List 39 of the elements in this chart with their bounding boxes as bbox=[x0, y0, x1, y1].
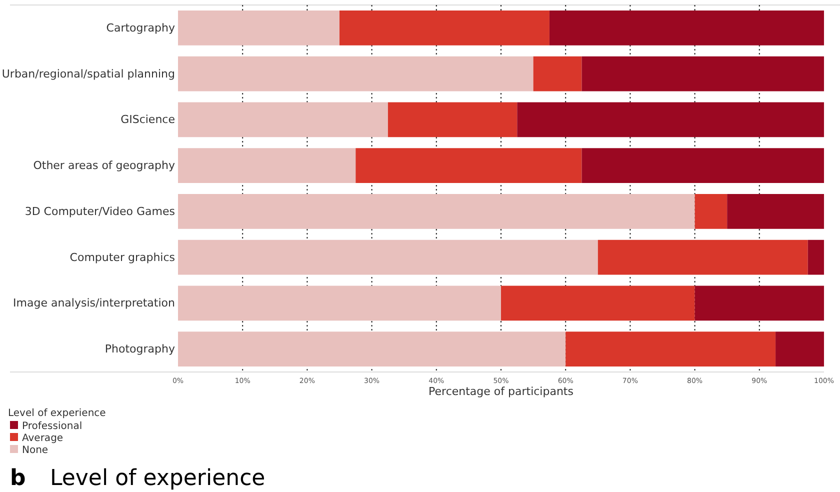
bar bbox=[388, 102, 518, 138]
legend-label: Professional bbox=[22, 421, 82, 432]
legend-label: None bbox=[22, 445, 48, 456]
bar bbox=[178, 56, 534, 92]
bar bbox=[501, 286, 695, 321]
bar bbox=[517, 102, 824, 138]
y-tick-label: Photography bbox=[104, 342, 176, 356]
text: Level of experience bbox=[50, 466, 266, 491]
bar bbox=[356, 148, 582, 183]
bar bbox=[582, 56, 824, 92]
bar bbox=[727, 194, 824, 229]
x-axis-title: Percentage of participants bbox=[428, 385, 574, 398]
bar bbox=[808, 240, 824, 275]
bar bbox=[178, 332, 566, 366]
bar bbox=[776, 332, 824, 366]
bar bbox=[533, 56, 582, 92]
bar bbox=[178, 286, 501, 321]
y-tick-label: Computer graphics bbox=[70, 250, 176, 264]
text: b bbox=[10, 466, 26, 491]
y-tick-label: Image analysis/interpretation bbox=[13, 296, 176, 310]
y-tick-label: 3D Computer/Video Games bbox=[24, 204, 176, 218]
y-tick-label: Cartography bbox=[106, 21, 176, 34]
bar bbox=[566, 332, 776, 366]
bar bbox=[178, 194, 695, 229]
bar bbox=[694, 286, 824, 321]
bar bbox=[582, 148, 824, 183]
y-tick-label: GIScience bbox=[120, 113, 176, 126]
bar bbox=[178, 102, 388, 138]
bar bbox=[340, 10, 550, 46]
bar bbox=[178, 148, 356, 183]
legend-label: Average bbox=[22, 433, 64, 444]
bar bbox=[549, 10, 824, 46]
legend-title: Level of experience bbox=[8, 408, 106, 419]
y-tick-label: Urban/regional/spatial planning bbox=[2, 67, 175, 80]
bar bbox=[694, 194, 728, 229]
y-tick-label: Other areas of geography bbox=[33, 159, 176, 172]
bar bbox=[598, 240, 808, 275]
bar bbox=[178, 10, 340, 46]
bar bbox=[178, 240, 598, 275]
